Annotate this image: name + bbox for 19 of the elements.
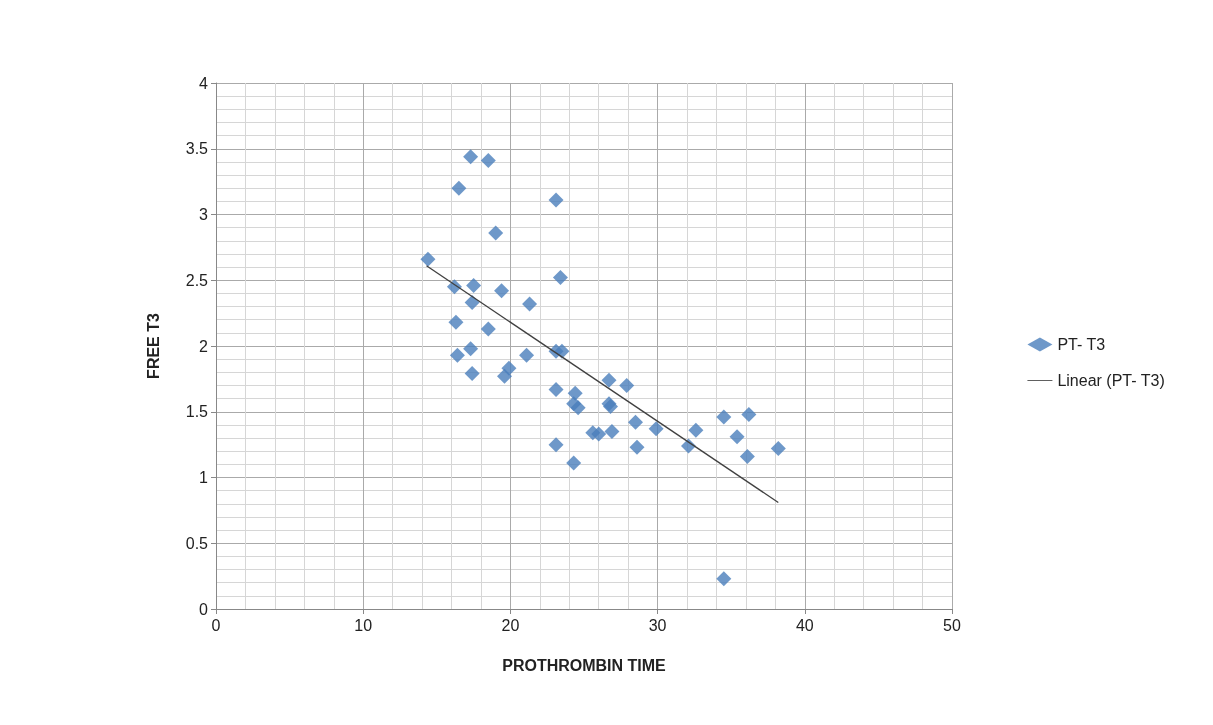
x-tick-label: 40 — [795, 616, 814, 634]
x-tick-label: 50 — [943, 616, 961, 634]
x-tick-label: 20 — [501, 616, 520, 634]
y-tick-label: 3 — [199, 206, 209, 223]
y-tick-label: 4 — [199, 74, 209, 92]
y-tick-label: 1.5 — [185, 403, 209, 421]
y-tick-label: 2 — [199, 337, 209, 355]
x-axis-title: PROTHROMBIN TIME — [502, 656, 667, 674]
legend-label: PT- T3 — [1057, 336, 1106, 353]
y-tick-label: 0 — [199, 600, 209, 618]
legend-label: Linear (PT- T3) — [1057, 372, 1165, 389]
y-tick-label: 0.5 — [185, 534, 209, 552]
y-axis-title: FREE T3 — [144, 313, 162, 379]
x-tick-label: 30 — [648, 616, 667, 634]
x-tick-label: 10 — [354, 616, 373, 634]
x-tick-label: 0 — [211, 616, 221, 634]
y-tick-label: 3.5 — [185, 140, 209, 158]
y-tick-label: 2.5 — [185, 271, 209, 289]
y-tick-label: 1 — [199, 469, 209, 486]
